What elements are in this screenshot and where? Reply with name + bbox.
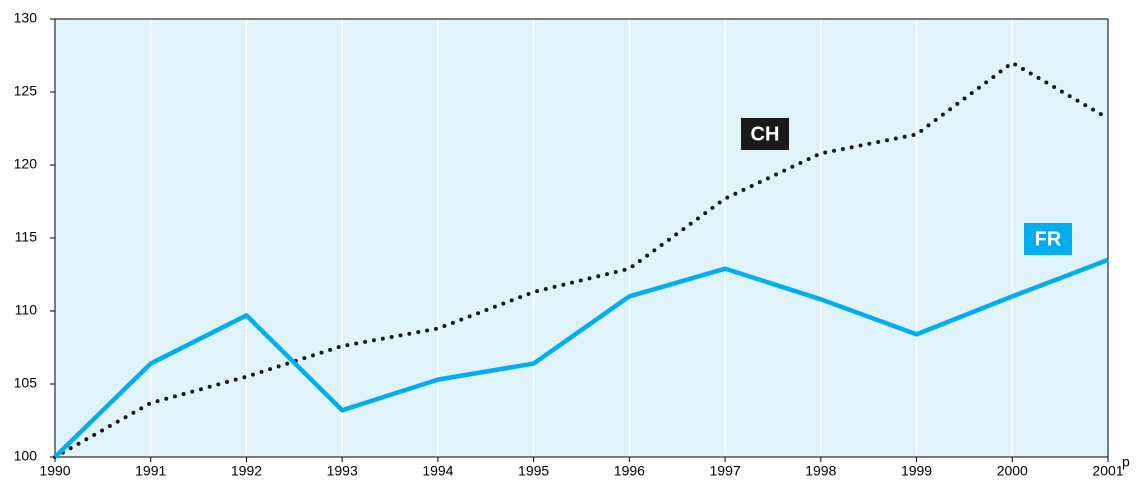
y-tick-label: 100 — [14, 448, 38, 464]
annotation: p — [1122, 454, 1130, 470]
y-tick-label: 125 — [14, 83, 38, 99]
legend-box — [741, 118, 789, 150]
x-tick-label: 1997 — [710, 463, 741, 479]
x-tick-label: 2000 — [997, 463, 1028, 479]
plot-area — [55, 19, 1108, 457]
x-tick-label: 1995 — [518, 463, 549, 479]
y-tick-label: 105 — [14, 375, 38, 391]
x-tick-label: 2001 — [1092, 463, 1123, 479]
x-tick-label: 1999 — [901, 463, 932, 479]
x-tick-label: 1990 — [39, 463, 70, 479]
y-tick-label: 130 — [14, 10, 38, 26]
x-tick-label: 1993 — [327, 463, 358, 479]
series-line — [53, 60, 1110, 459]
plot-border — [54, 18, 1109, 458]
legend-label: FR — [1035, 228, 1062, 250]
series-line — [53, 257, 1109, 459]
y-tick-label: 120 — [14, 156, 38, 172]
x-tick-label: 1996 — [614, 463, 645, 479]
legend-label: CH — [751, 123, 780, 145]
x-tick-label: 1992 — [231, 463, 262, 479]
x-tick-label: 1998 — [805, 463, 836, 479]
y-tick-label: 110 — [15, 302, 38, 318]
x-tick-label: 1991 — [135, 463, 166, 479]
legend-box — [1024, 223, 1072, 255]
y-tick-label: 115 — [15, 229, 38, 245]
x-tick-label: 1994 — [422, 463, 453, 479]
